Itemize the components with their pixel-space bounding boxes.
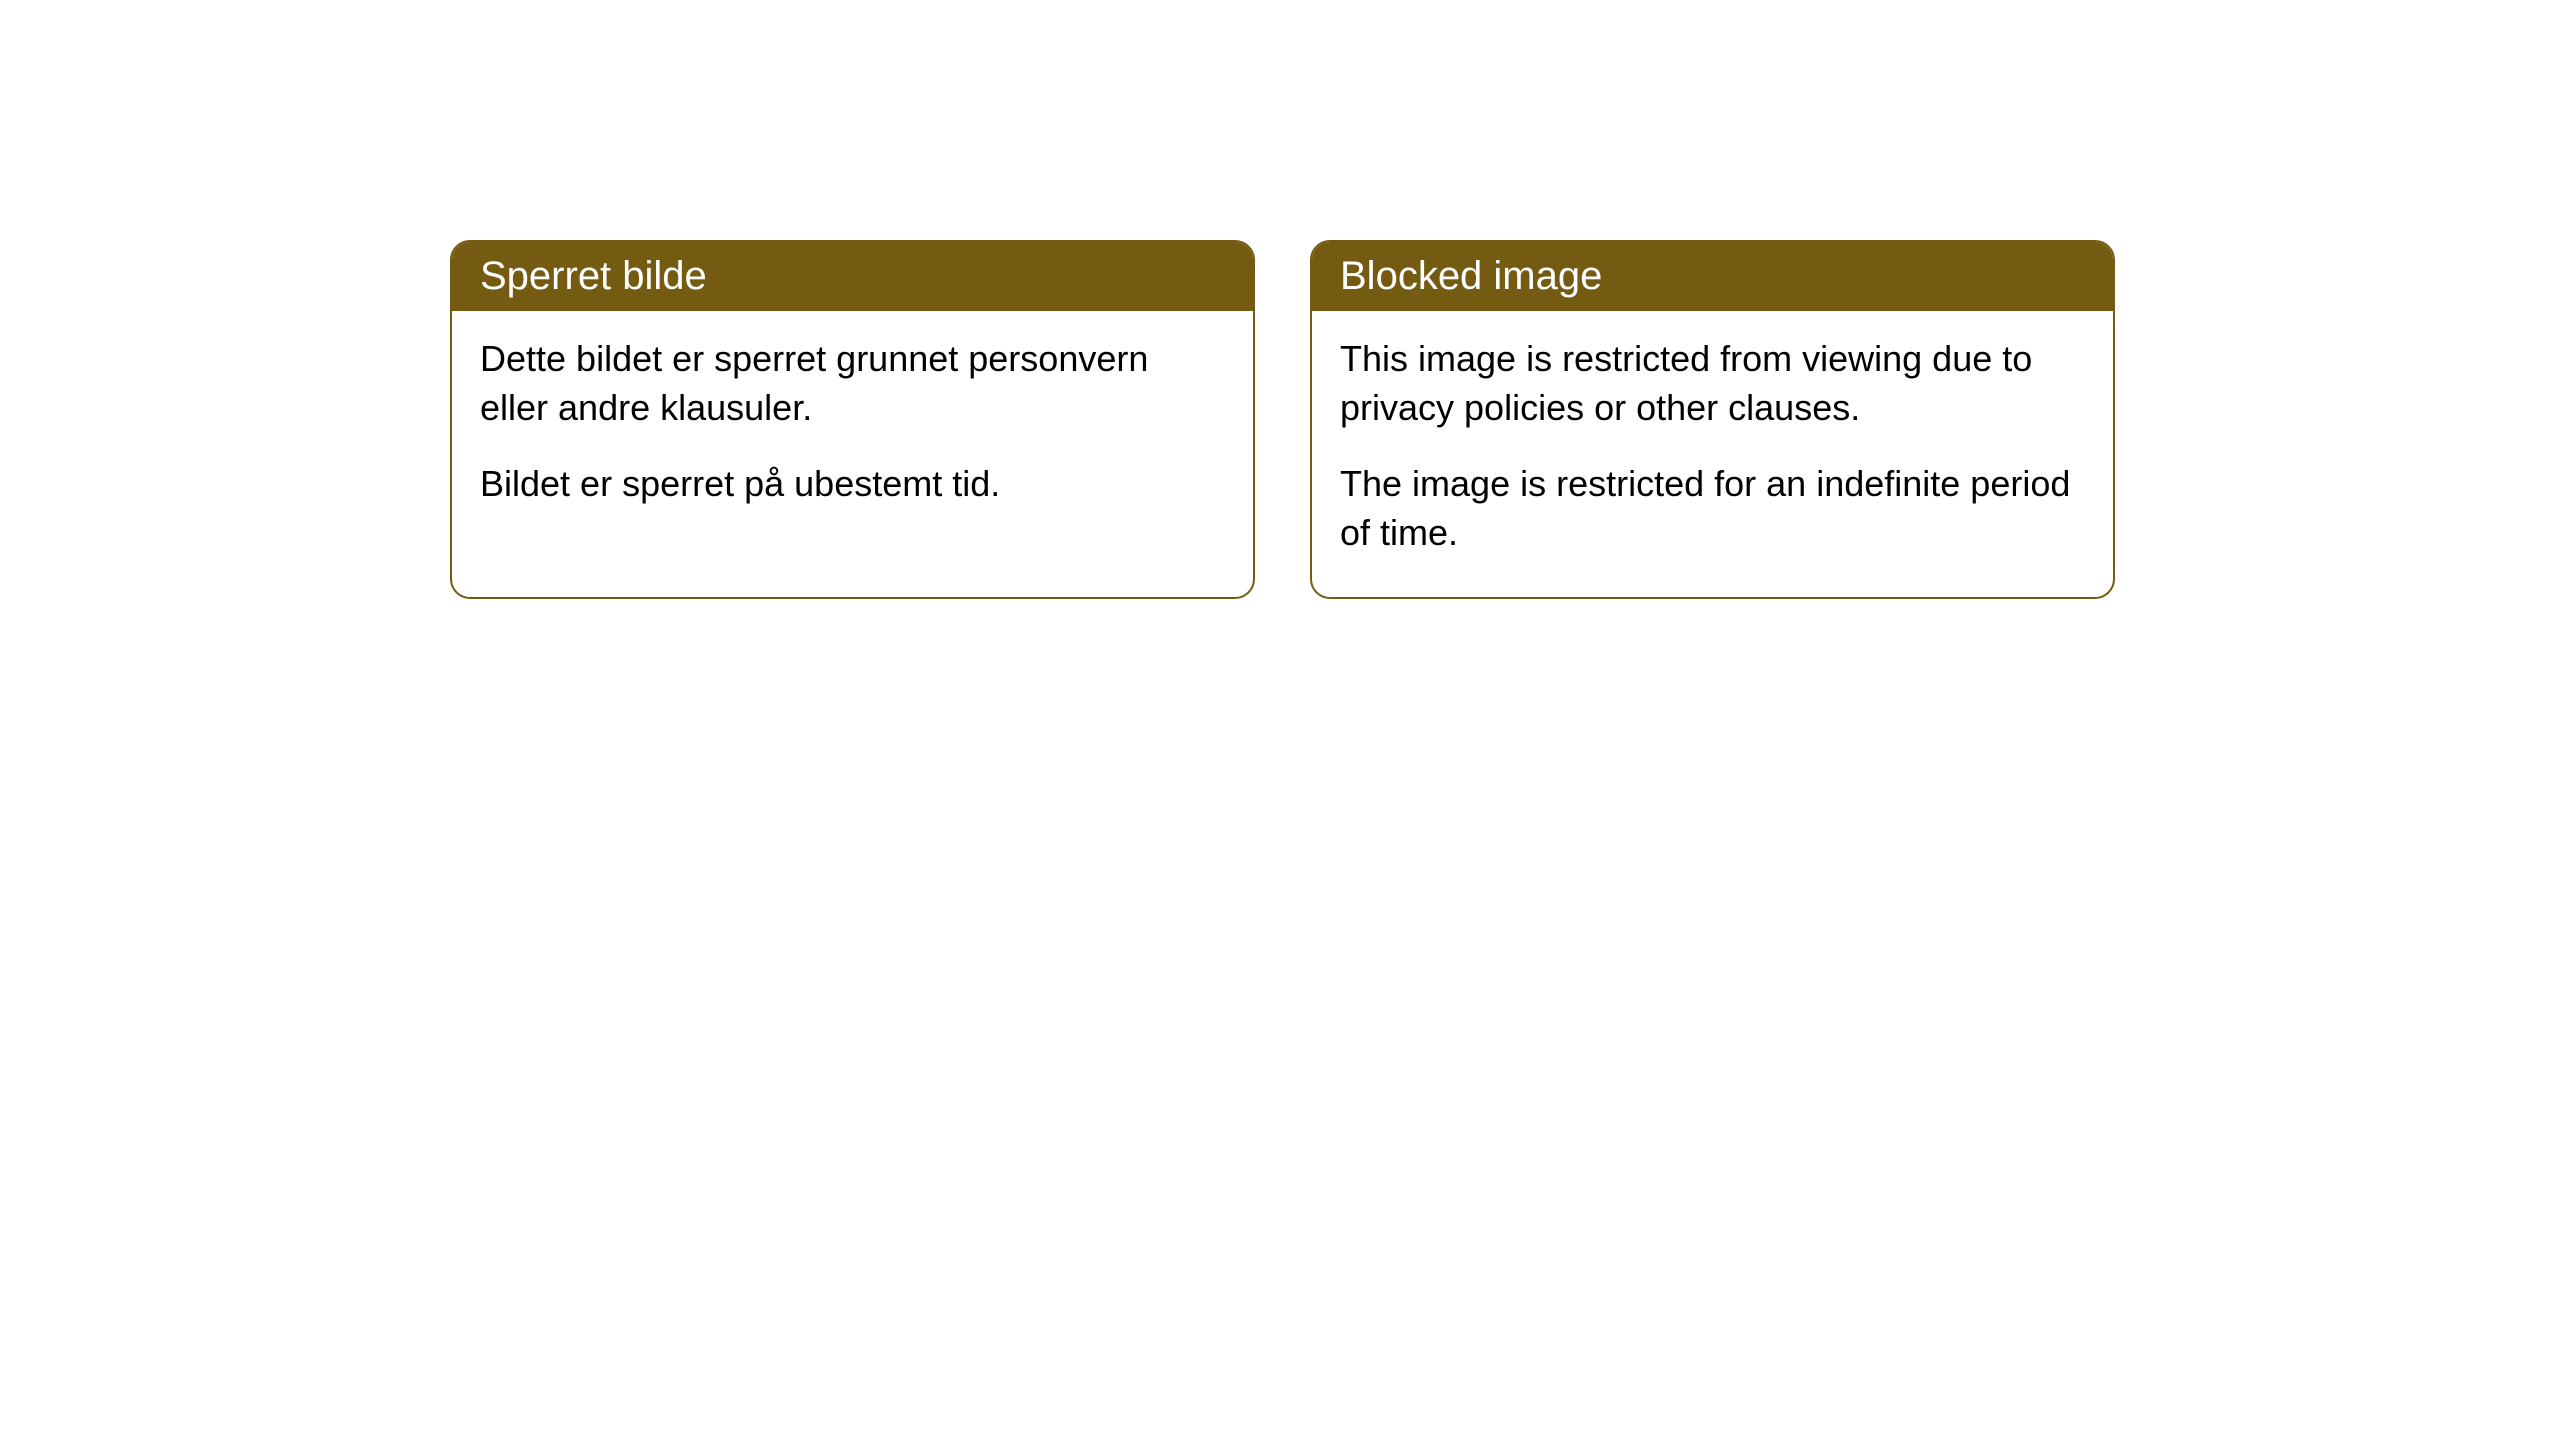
blocked-image-card-english: Blocked image This image is restricted f… bbox=[1310, 240, 2115, 599]
card-body: Dette bildet er sperret grunnet personve… bbox=[452, 311, 1253, 549]
card-header: Blocked image bbox=[1312, 242, 2113, 311]
card-paragraph: Bildet er sperret på ubestemt tid. bbox=[480, 460, 1225, 509]
card-paragraph: Dette bildet er sperret grunnet personve… bbox=[480, 335, 1225, 432]
card-paragraph: The image is restricted for an indefinit… bbox=[1340, 460, 2085, 557]
card-body: This image is restricted from viewing du… bbox=[1312, 311, 2113, 597]
blocked-image-card-norwegian: Sperret bilde Dette bildet er sperret gr… bbox=[450, 240, 1255, 599]
card-header: Sperret bilde bbox=[452, 242, 1253, 311]
cards-container: Sperret bilde Dette bildet er sperret gr… bbox=[450, 240, 2115, 599]
card-paragraph: This image is restricted from viewing du… bbox=[1340, 335, 2085, 432]
